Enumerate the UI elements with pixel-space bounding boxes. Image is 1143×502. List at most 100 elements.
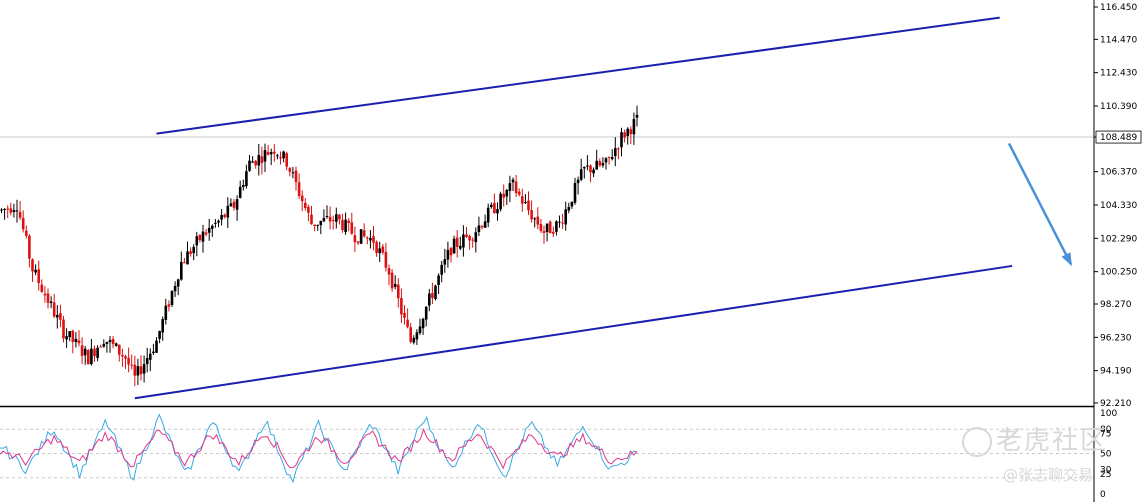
price-axis-label: 112.430 <box>1100 69 1137 79</box>
candle-body <box>111 339 115 345</box>
candle-body <box>294 170 298 183</box>
candle-body <box>176 279 180 287</box>
candle-body <box>530 210 533 220</box>
candle-body <box>465 234 468 237</box>
candle-body <box>542 231 546 233</box>
oscillator-axis-label: 25 <box>1100 470 1111 480</box>
candle-body <box>108 339 112 343</box>
candle-body <box>415 332 419 340</box>
candle-body <box>468 235 471 241</box>
candle-body <box>93 348 96 357</box>
candle-body <box>573 182 577 203</box>
candle-body <box>291 172 295 174</box>
candle-body <box>579 169 583 180</box>
candle-body <box>635 114 639 118</box>
watermark-logo-text: 老虎社区 <box>996 426 1109 456</box>
candle-body <box>226 205 230 218</box>
candle-body <box>136 366 140 376</box>
candle-body <box>381 246 385 253</box>
candle-body <box>43 293 47 296</box>
candle-body <box>421 318 425 329</box>
candle-body <box>474 232 478 243</box>
candle-body <box>604 158 608 163</box>
candle-body <box>149 353 152 360</box>
candle-body <box>229 203 233 207</box>
candle-body <box>610 157 614 160</box>
price-axis-label: 114.470 <box>1100 35 1137 45</box>
candle-body <box>561 222 564 224</box>
candle-body <box>508 183 512 191</box>
candle-body <box>598 161 602 166</box>
candle-body <box>331 219 335 221</box>
price-axis-label: 104.330 <box>1100 201 1137 211</box>
oscillator-panel <box>0 413 1094 484</box>
candle-body <box>245 171 248 187</box>
candle-body <box>80 345 84 356</box>
candle-body <box>524 202 527 204</box>
candle-body <box>387 268 391 275</box>
candle-body <box>511 179 515 183</box>
candle-body <box>406 319 409 328</box>
candle-body <box>533 218 536 220</box>
candle-body <box>49 301 53 304</box>
candle-body <box>521 196 524 204</box>
candle-body <box>403 312 406 318</box>
candle-body <box>25 230 28 236</box>
price-axis-label: 98.270 <box>1100 300 1132 310</box>
candle-body <box>558 221 561 223</box>
candle-body <box>539 224 543 231</box>
candle-body <box>424 306 428 320</box>
candle-body <box>555 221 558 232</box>
candle-body <box>3 208 6 210</box>
candle-body <box>617 148 620 150</box>
candle-body <box>173 285 177 292</box>
candle-body <box>548 221 552 234</box>
candle-body <box>161 319 164 333</box>
oscillator-fast-line <box>0 413 638 484</box>
candle-body <box>207 227 211 233</box>
candle-body <box>87 350 90 365</box>
candle-body <box>238 186 242 198</box>
candle-body <box>211 225 214 229</box>
candle-body <box>37 269 40 284</box>
candle-body <box>393 283 397 287</box>
candle-body <box>167 304 171 307</box>
candle-body <box>198 235 202 241</box>
candle-body <box>257 154 261 166</box>
candle-body <box>570 201 574 207</box>
candle-body <box>59 313 62 320</box>
candle-body <box>276 155 279 157</box>
projection-arrow-shaft <box>1007 142 1073 265</box>
candle-body <box>586 165 589 167</box>
candle-body <box>536 216 540 225</box>
candle-body <box>366 237 369 239</box>
candle-body <box>564 209 567 225</box>
candle-body <box>254 160 257 166</box>
candle-body <box>288 168 292 172</box>
candle-body <box>412 337 416 343</box>
candle-body <box>118 344 121 355</box>
candle-body <box>335 214 338 222</box>
candle-body <box>279 157 282 159</box>
candle-body <box>155 340 158 353</box>
candle-body <box>620 132 623 148</box>
candle-body <box>114 343 118 346</box>
candle-body <box>204 232 208 235</box>
candle-body <box>28 235 31 259</box>
candle-body <box>127 357 130 365</box>
price-axis-label: 116.450 <box>1100 3 1137 13</box>
oscillator-axis-label: 75 <box>1100 429 1111 439</box>
candle-body <box>595 160 598 170</box>
candle-body <box>195 236 199 246</box>
candle-body <box>96 347 99 358</box>
candle-body <box>527 200 530 211</box>
price-axis-ticks: 116.450 114.470 112.430 110.390 108.489 106.3… <box>1094 3 1142 409</box>
candle-body <box>121 354 124 357</box>
candle-body <box>273 151 276 154</box>
candle-body <box>319 220 323 226</box>
candle-body <box>390 272 394 289</box>
candle-body <box>183 262 186 264</box>
oscillator-axis-label: 100 <box>1100 409 1117 419</box>
